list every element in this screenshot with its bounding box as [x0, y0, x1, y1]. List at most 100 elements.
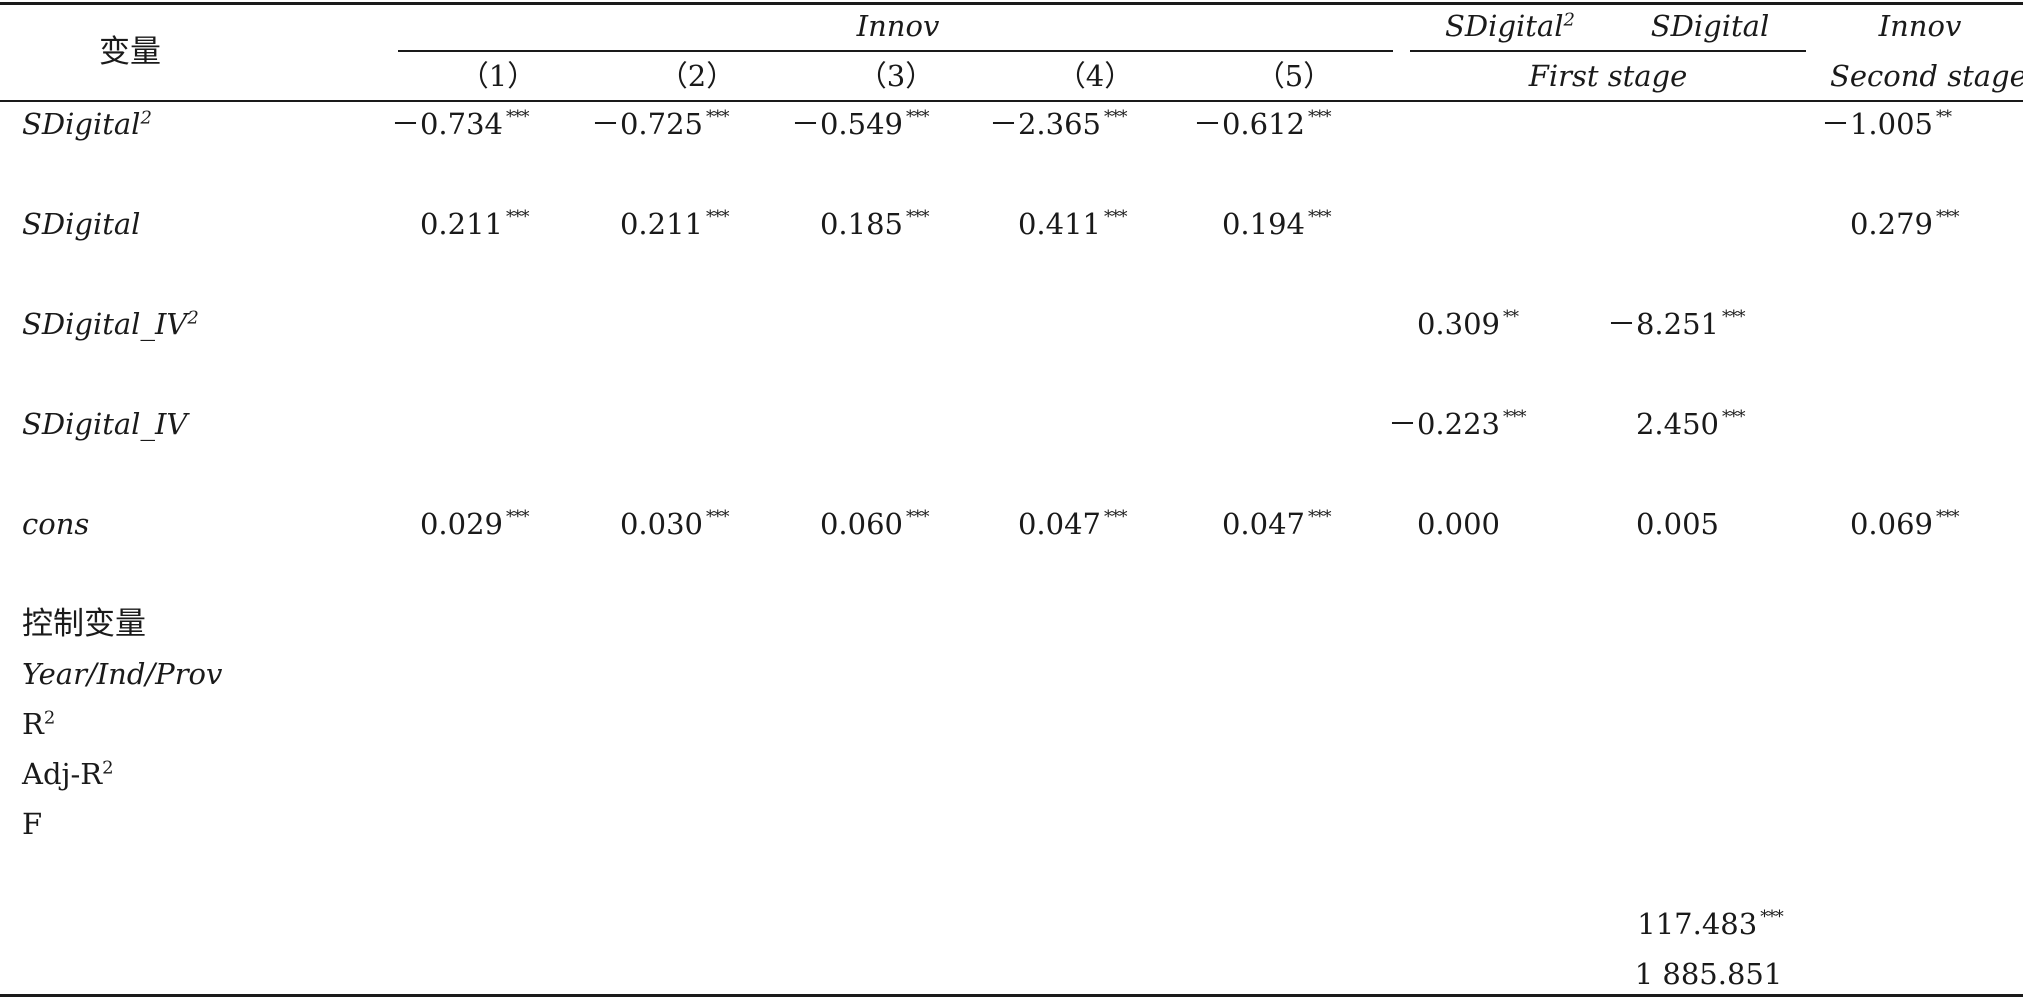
row-label: cons	[22, 506, 382, 542]
bottom-rule	[0, 994, 2023, 997]
significance-stars: ***	[906, 107, 930, 127]
coefficient-value: 0.211	[619, 207, 703, 241]
coefficient-value: 0.000	[1416, 507, 1500, 541]
first-stage-underline	[1410, 50, 1806, 52]
significance-stars: ***	[906, 207, 930, 227]
row-label: SDigital2	[22, 106, 382, 142]
coefficient-value: 0.047	[1221, 507, 1305, 541]
innov-group-underline	[398, 50, 1393, 52]
test-statistic-number: 1 885.851	[1634, 957, 1783, 991]
coefficient-value: 2.450	[1635, 407, 1719, 441]
row-label-text: SDigital	[22, 107, 141, 141]
significance-stars: **	[1503, 307, 1519, 327]
row-label: SDigital_IV	[22, 406, 382, 442]
coefficient-cell: 0.185 ***	[680, 206, 940, 242]
col-header-1: （1）	[459, 59, 537, 93]
significance-stars: ***	[1308, 507, 1332, 527]
coefficient-value: 0.005	[1635, 507, 1719, 541]
coefficient-cell: 0.411 ***	[878, 206, 1138, 242]
coefficient-value: －0.612	[1192, 107, 1305, 141]
coefficient-value: 0.029	[419, 507, 503, 541]
coefficient-cell: －0.223 ***	[1277, 406, 1537, 442]
significance-stars: ***	[1104, 507, 1128, 527]
coefficient-value: －1.005	[1820, 107, 1933, 141]
significance-stars: ***	[1104, 207, 1128, 227]
significance-stars: ***	[506, 207, 530, 227]
coefficient-value: 0.030	[619, 507, 703, 541]
row-label-superscript: 2	[140, 107, 152, 129]
observation-count-cell	[796, 856, 996, 892]
row-label: F	[22, 806, 382, 842]
coefficient-cell: 2.450 ***	[1496, 406, 1756, 442]
row-label: R2	[22, 706, 382, 742]
significance-stars: ***	[1308, 107, 1332, 127]
coefficient-cell: 0.029 ***	[280, 506, 540, 542]
significance-stars: ***	[1308, 207, 1332, 227]
test-statistic-label	[400, 956, 980, 992]
coefficient-cell: 0.194 ***	[1082, 206, 1342, 242]
row-label-superscript: 2	[43, 707, 56, 729]
value-cell	[1772, 656, 2023, 692]
coefficient-value: 0.047	[1017, 507, 1101, 541]
significance-stars: ***	[506, 507, 530, 527]
row-label: Adj-R2	[22, 756, 382, 792]
significance-stars: ***	[706, 207, 730, 227]
row-label-text: SDigital_IV	[22, 307, 188, 341]
row-label	[22, 856, 222, 892]
value-cell	[1772, 606, 2023, 642]
coefficient-value: －0.549	[790, 107, 903, 141]
coefficient-value: 0.069	[1849, 507, 1933, 541]
observation-count-cell	[1188, 856, 1388, 892]
row-label-text: F	[22, 807, 43, 841]
t-statistic-cell	[1772, 556, 2023, 592]
significance-stars: ***	[906, 507, 930, 527]
coefficient-cell: －0.725 ***	[480, 106, 740, 142]
row-label-text: Adj-R	[22, 757, 103, 791]
col-header-2: （2）	[658, 59, 736, 93]
t-statistic-cell	[1772, 256, 2023, 292]
coefficient-cell: －8.251 ***	[1496, 306, 1756, 342]
value-cell	[1145, 756, 1445, 792]
coefficient-value: 0.185	[819, 207, 903, 241]
row-label-superscript: 2	[187, 307, 199, 329]
coefficient-value: 0.060	[819, 507, 903, 541]
value-cell	[1766, 806, 2023, 842]
coefficient-cell: 0.211 ***	[280, 206, 540, 242]
significance-stars: ***	[1104, 107, 1128, 127]
observation-count-cell	[1814, 856, 2014, 892]
sdigital-squared-header: SDigital2	[1445, 9, 1575, 43]
t-statistic-cell	[1566, 456, 1866, 492]
coefficient-cell: 0.060 ***	[680, 506, 940, 542]
row-label-text: SDigital_IV	[22, 407, 188, 441]
sdigital-header: SDigital	[1650, 9, 1770, 43]
coefficient-value: 0.279	[1849, 207, 1933, 241]
variable-column-header: 变量	[99, 34, 161, 70]
row-label-text: Year/Ind/Prov	[22, 657, 223, 691]
coefficient-cell: 0.279 ***	[1710, 206, 1970, 242]
significance-stars: ***	[1760, 907, 1783, 927]
coefficient-value: －8.251	[1606, 307, 1719, 341]
col-header-4: （4）	[1056, 59, 1134, 93]
coefficient-cell: －0.734 ***	[280, 106, 540, 142]
coefficient-value: －2.365	[988, 107, 1101, 141]
coefficient-cell: 0.047 ***	[1082, 506, 1342, 542]
test-statistic-value: 1 885.851	[1540, 956, 1880, 992]
significance-stars: ***	[706, 507, 730, 527]
innov-second-stage-header: Innov	[1878, 9, 1962, 43]
value-cell	[1145, 706, 1445, 742]
row-label: SDigital_IV2	[22, 306, 382, 342]
significance-stars: ***	[1503, 407, 1527, 427]
observation-count-cell	[1604, 856, 1804, 892]
significance-stars: ***	[1936, 207, 1960, 227]
coefficient-cell: －1.005 **	[1710, 106, 1970, 142]
significance-stars: ***	[706, 107, 730, 127]
t-statistic-cell	[1151, 256, 1451, 292]
row-label-superscript: 2	[102, 757, 114, 779]
col-header-3: （3）	[857, 59, 935, 93]
t-statistic-cell	[1151, 156, 1451, 192]
first-stage-label: First stage	[1528, 59, 1688, 93]
row-label: 控制变量	[22, 606, 382, 642]
test-statistic-value: 117.483 ***	[1540, 906, 1880, 942]
significance-stars: ***	[1936, 507, 1960, 527]
row-label: Year/Ind/Prov	[22, 656, 382, 692]
